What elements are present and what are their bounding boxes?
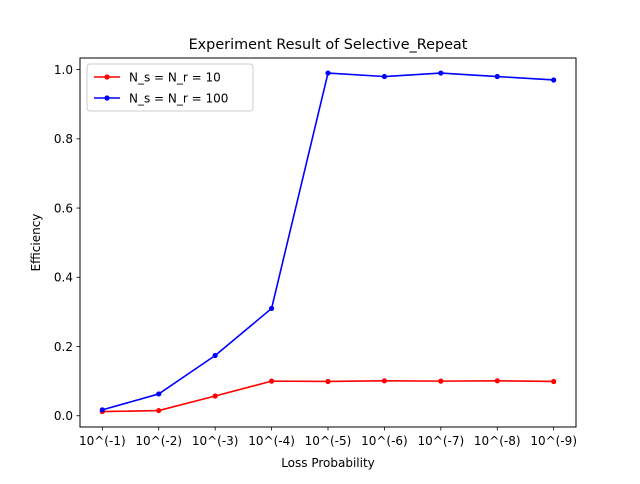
data-point <box>494 73 500 80</box>
legend-swatch-marker <box>104 74 110 80</box>
x-tick-label: 10^(-4) <box>248 434 295 448</box>
y-tick-label: 1.0 <box>54 63 73 77</box>
y-tick-label: 0.6 <box>54 201 73 215</box>
x-tick-label: 10^(-3) <box>192 434 239 448</box>
series-1 <box>99 378 557 415</box>
y-tick-label: 0.8 <box>54 132 73 146</box>
chart-title: Experiment Result of Selective_Repeat <box>189 37 468 53</box>
data-point <box>438 378 444 384</box>
x-tick-label: 10^(-1) <box>79 434 126 448</box>
y-tick-label: 0.4 <box>54 271 73 285</box>
x-tick-label: 10^(-6) <box>361 434 408 448</box>
data-point <box>381 378 388 384</box>
y-tick-label: 0.0 <box>54 409 73 423</box>
chart-marks <box>99 70 557 415</box>
data-point <box>212 352 218 359</box>
series-2 <box>99 70 557 413</box>
legend-swatch-marker <box>104 95 110 101</box>
data-point <box>156 407 162 414</box>
x-tick-label: 10^(-8) <box>474 434 521 448</box>
legend: N_s = N_r = 10 N_s = N_r = 100 <box>86 63 254 112</box>
data-point <box>551 378 557 385</box>
x-tick-label: 10^(-7) <box>418 434 465 448</box>
data-point <box>551 77 557 83</box>
legend-box <box>86 63 254 112</box>
legend-label: N_s = N_r = 10 <box>129 70 221 84</box>
data-point <box>438 70 444 76</box>
y-axis-label: Efficiency <box>29 214 43 272</box>
data-point <box>494 378 500 384</box>
axis-ticks: 10^(-1) 10^(-2) 10^(-3) 10^(-4) 10^(-5) 10^(-… <box>54 63 577 448</box>
legend-item: N_s = N_r = 10 <box>94 70 221 84</box>
series-line <box>102 72 554 411</box>
data-point <box>268 305 275 312</box>
y-tick-label: 0.2 <box>54 340 73 354</box>
x-tick-label: 10^(-9) <box>530 434 577 448</box>
data-point <box>268 378 275 384</box>
axes-frame <box>79 57 577 428</box>
x-tick-label: 10^(-2) <box>135 434 182 448</box>
x-tick-label: 10^(-5) <box>305 434 352 448</box>
x-axis-label: Loss Probability <box>281 456 375 470</box>
data-point <box>212 393 218 399</box>
data-point <box>325 70 331 76</box>
data-point <box>99 407 105 413</box>
legend-label: N_s = N_r = 100 <box>129 91 228 105</box>
data-point <box>381 73 388 80</box>
data-point <box>156 391 162 397</box>
legend-item: N_s = N_r = 100 <box>94 91 228 105</box>
data-point <box>325 378 331 385</box>
